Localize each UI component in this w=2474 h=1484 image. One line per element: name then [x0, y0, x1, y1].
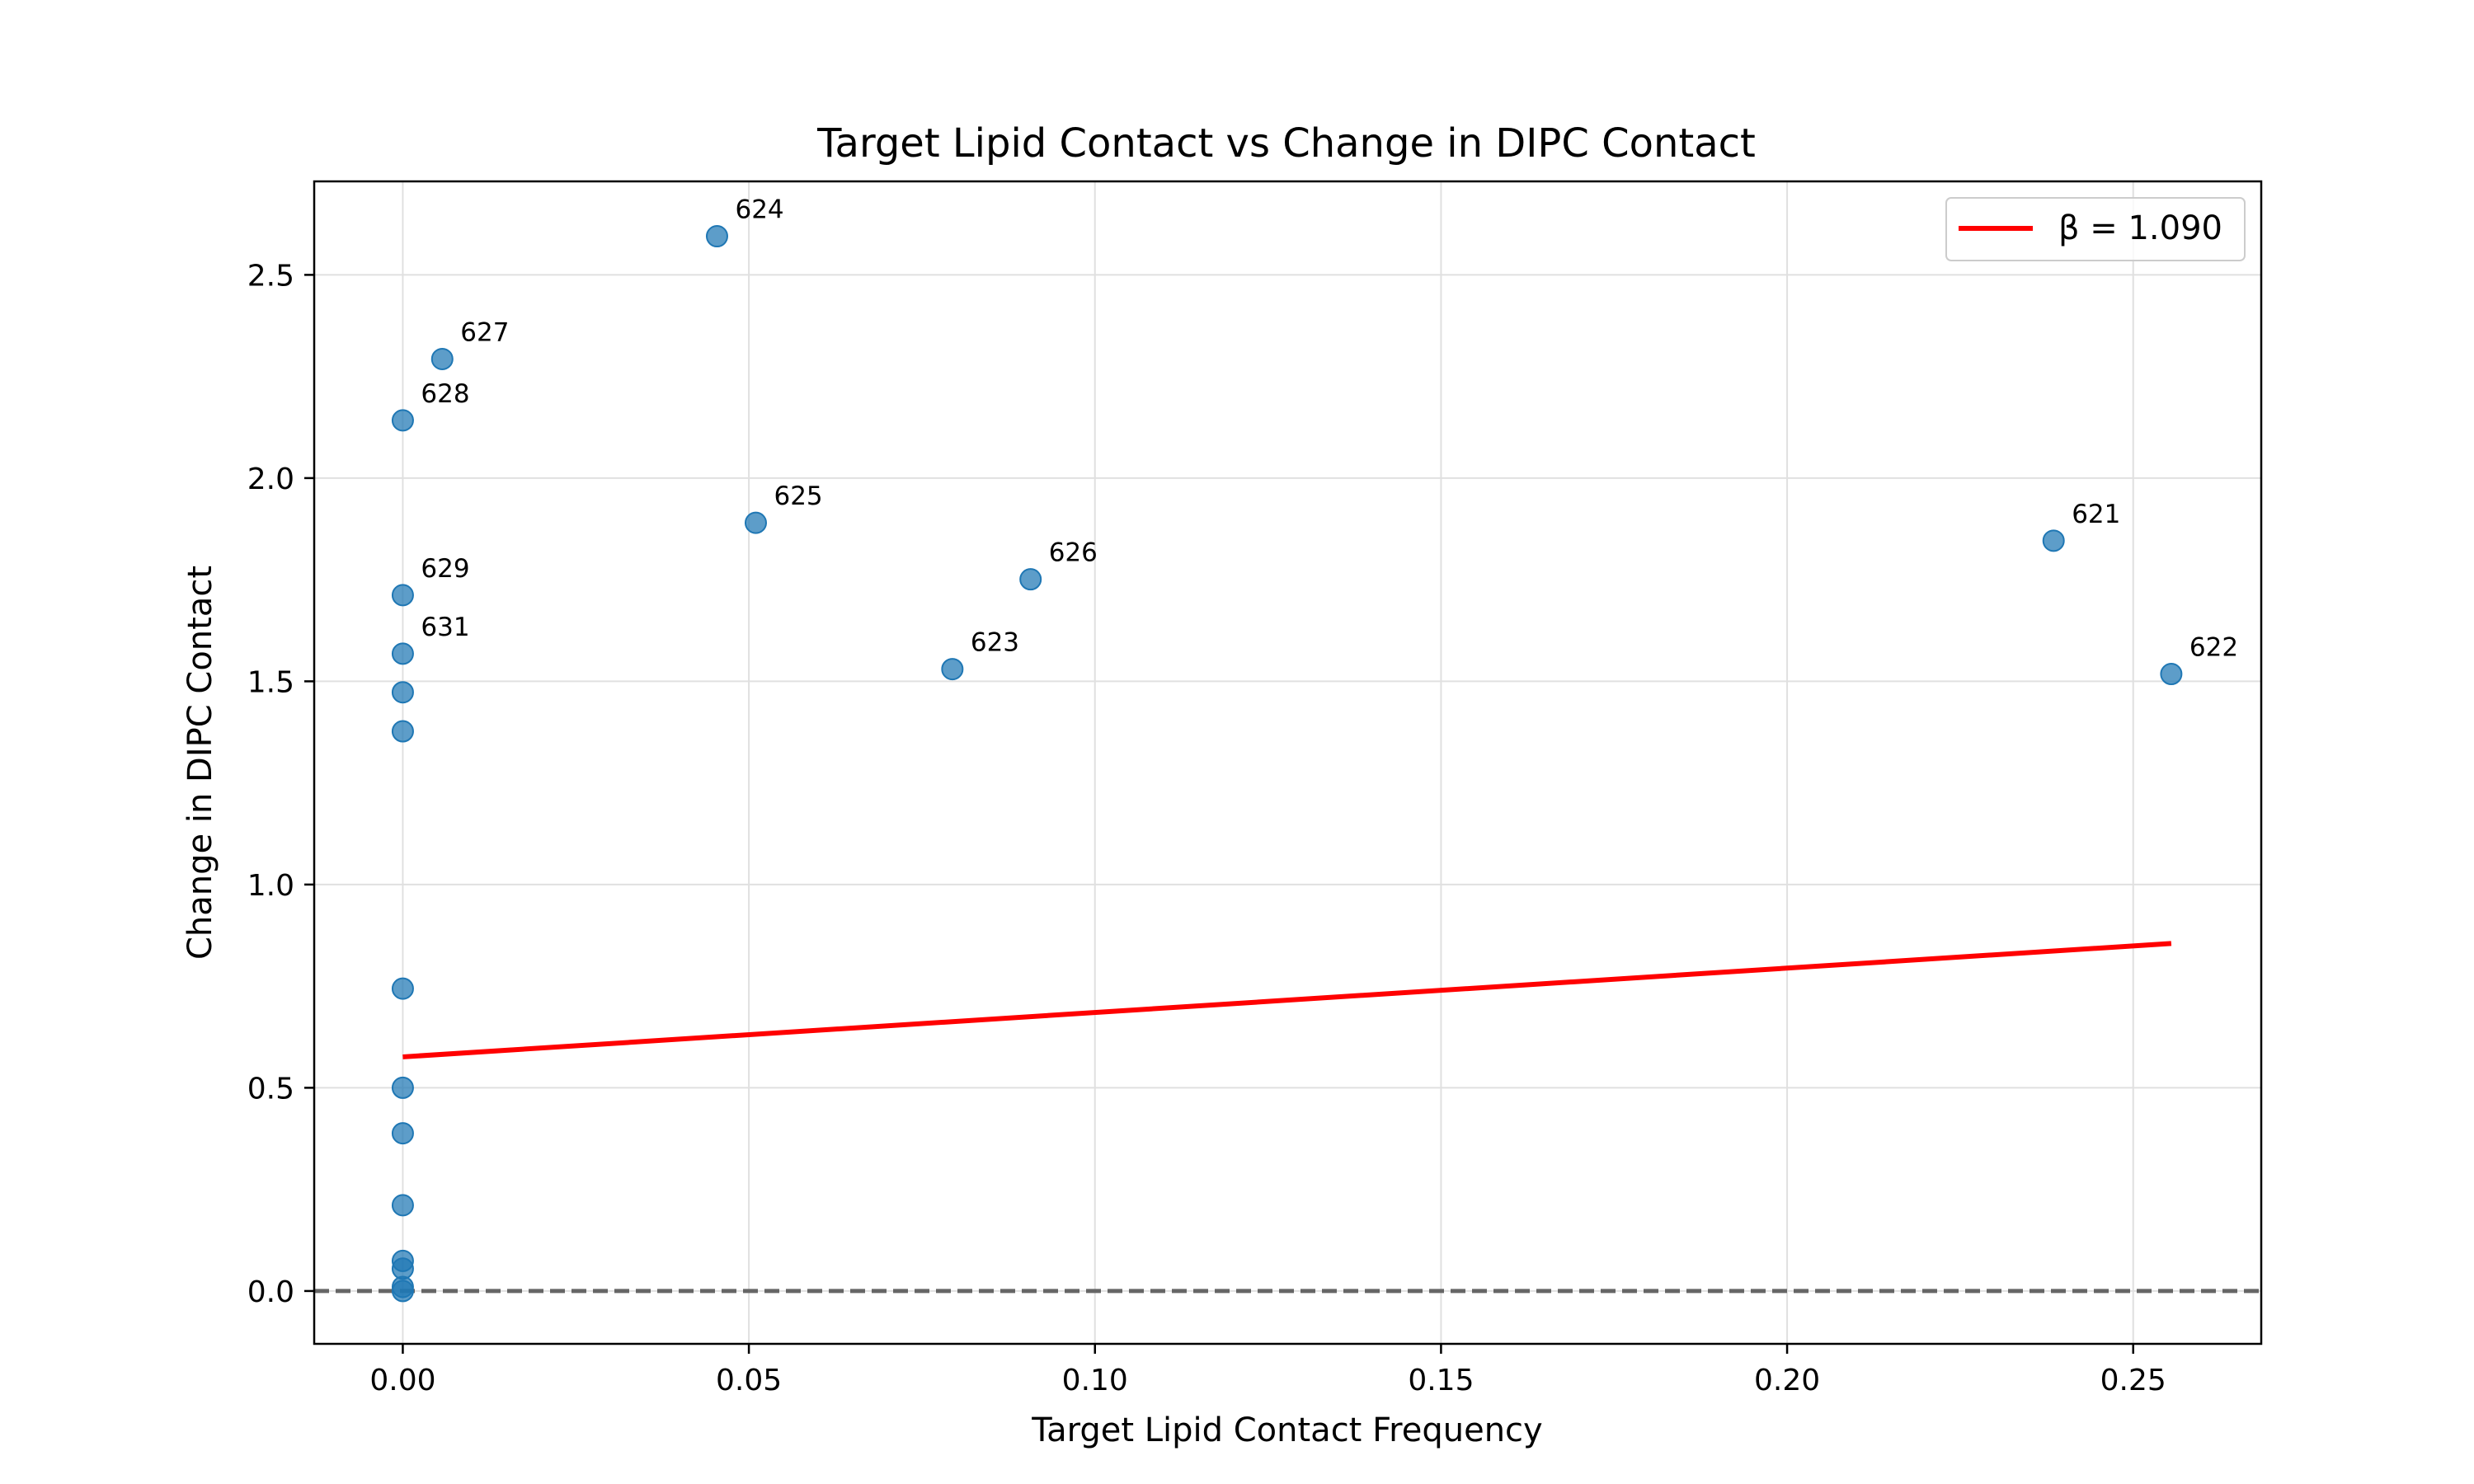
x-tick-label: 0.05	[716, 1364, 782, 1397]
data-point	[391, 1122, 414, 1145]
data-point	[391, 1280, 414, 1303]
y-tick-label: 2.0	[247, 463, 294, 496]
y-tick-label: 1.5	[247, 665, 294, 699]
data-point	[391, 642, 414, 665]
legend-label: β = 1.090	[2058, 209, 2222, 247]
point-label: 623	[971, 628, 1019, 658]
point-label: 631	[421, 613, 469, 642]
data-point	[391, 977, 414, 1000]
plot-frame	[313, 180, 2263, 1345]
point-label: 629	[421, 554, 469, 584]
x-tick-label: 0.15	[1408, 1364, 1474, 1397]
y-tick-label: 2.5	[247, 259, 294, 293]
point-labels: 624 627 628 625 626 629 631 623 621 622	[421, 195, 2238, 663]
point-label: 626	[1049, 538, 1098, 568]
point-label: 628	[421, 379, 469, 409]
data-point	[2160, 663, 2183, 686]
data-point	[391, 584, 414, 607]
data-point	[1019, 568, 1042, 591]
data-point	[2042, 529, 2065, 552]
data-point	[941, 658, 964, 681]
point-label: 621	[2072, 500, 2120, 529]
point-label: 622	[2189, 633, 2238, 663]
data-points	[391, 225, 2183, 1303]
x-axis-title: Target Lipid Contact Frequency	[1031, 1411, 1542, 1449]
x-tick-label: 0.20	[1754, 1364, 1820, 1397]
legend: β = 1.090	[1945, 197, 2246, 261]
data-point	[391, 681, 414, 704]
y-tick-label: 0.5	[247, 1072, 294, 1106]
data-point	[705, 225, 728, 248]
data-point	[430, 347, 454, 370]
y-axis-ticks: 0.0 0.5 1.0 1.5 2.0 2.5	[247, 259, 314, 1309]
data-point	[391, 720, 414, 743]
data-point	[391, 409, 414, 432]
y-tick-label: 1.0	[247, 869, 294, 903]
data-point	[391, 1076, 414, 1099]
data-point	[744, 511, 767, 534]
regression-line	[402, 941, 2172, 1059]
legend-box	[1945, 197, 2246, 261]
point-label: 627	[460, 317, 509, 347]
x-axis-ticks: 0.00 0.05 0.10 0.15 0.20 0.25	[369, 1344, 2166, 1397]
data-point	[391, 1194, 414, 1217]
point-label: 625	[774, 481, 822, 511]
y-axis-title: Change in DIPC Contact	[181, 566, 219, 960]
x-tick-label: 0.00	[369, 1364, 435, 1397]
x-tick-label: 0.10	[1062, 1364, 1128, 1397]
fit-line	[402, 941, 2172, 1059]
chart-title: Target Lipid Contact vs Change in DIPC C…	[816, 120, 1756, 167]
point-label: 624	[735, 195, 783, 225]
x-tick-label: 0.25	[2100, 1364, 2166, 1397]
y-tick-label: 0.0	[247, 1275, 294, 1309]
